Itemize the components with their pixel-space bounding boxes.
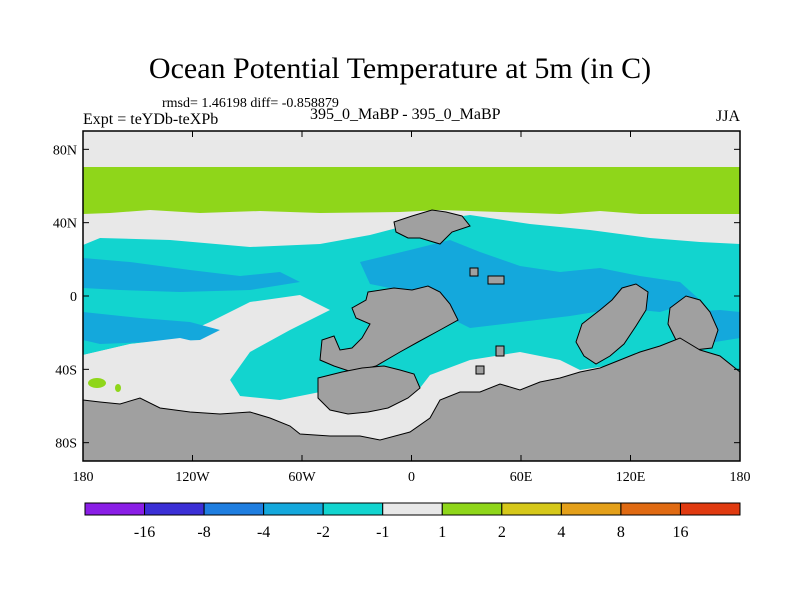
y-tick-label: 0 (70, 290, 77, 305)
colorbar-label: 8 (617, 524, 625, 541)
land-east-ridge (575, 283, 649, 365)
field-blue-west (83, 312, 220, 344)
chart-title: Ocean Potential Temperature at 5m (in C) (148, 52, 652, 85)
colorbar-label: -16 (134, 524, 155, 541)
colorbar-box (560, 502, 622, 516)
subtitle-label: 395_0_MaBP - 395_0_MaBP (310, 106, 501, 123)
x-tick-label: 120W (175, 470, 210, 485)
x-tick-label: 120E (616, 470, 646, 485)
land-antarctic (82, 337, 741, 462)
colorbar-label: -2 (317, 524, 330, 541)
y-tick-label: 40N (53, 217, 77, 232)
y-tick-label: 80S (55, 437, 77, 452)
x-tick-label: 60E (510, 470, 533, 485)
field-blue-pacific (83, 258, 300, 292)
colorbar-box (263, 502, 324, 516)
land-south-atlantic-block (317, 365, 421, 415)
land-africa (319, 285, 459, 373)
experiment-label: Expt = teYDb-teXPb (83, 111, 219, 128)
field-green-patch-2 (115, 384, 121, 392)
colorbar-box (679, 502, 741, 516)
x-tick-label: 60W (288, 470, 316, 485)
colorbar-label: 4 (557, 524, 565, 541)
y-tick-label: 40S (55, 363, 77, 378)
season-label: JJA (715, 108, 740, 125)
x-tick-label: 0 (408, 470, 415, 485)
colorbar-box (84, 502, 146, 516)
colorbar-label: 16 (672, 524, 688, 541)
colorbar-box (144, 502, 205, 516)
land-north-island (393, 209, 471, 245)
field-green-north (83, 167, 740, 214)
x-tick-label: 180 (73, 470, 94, 485)
land-south-africa-tip (475, 365, 485, 375)
field-grey-south (83, 338, 240, 396)
colorbar-label: 1 (438, 524, 446, 541)
colorbar-box (382, 502, 443, 516)
y-tick-label: 80N (53, 143, 77, 158)
colorbar-box (441, 502, 503, 516)
land-south-africa-tip-2 (495, 345, 505, 357)
land-east-block (667, 295, 719, 351)
land-small-island (469, 267, 479, 277)
colorbar-label: -1 (376, 524, 389, 541)
colorbar-label: -4 (257, 524, 270, 541)
stats-label: rmsd= 1.46198 diff= -0.858879 (162, 96, 339, 111)
colorbar-box (322, 502, 384, 516)
field-green-patch (88, 378, 106, 388)
land-small-island-2 (487, 275, 505, 285)
x-tick-label: 180 (730, 470, 751, 485)
colorbar-box (203, 502, 265, 516)
colorbar-box (501, 502, 562, 516)
colorbar-label: 2 (498, 524, 506, 541)
colorbar-box (620, 502, 681, 516)
colorbar-label: -8 (197, 524, 210, 541)
